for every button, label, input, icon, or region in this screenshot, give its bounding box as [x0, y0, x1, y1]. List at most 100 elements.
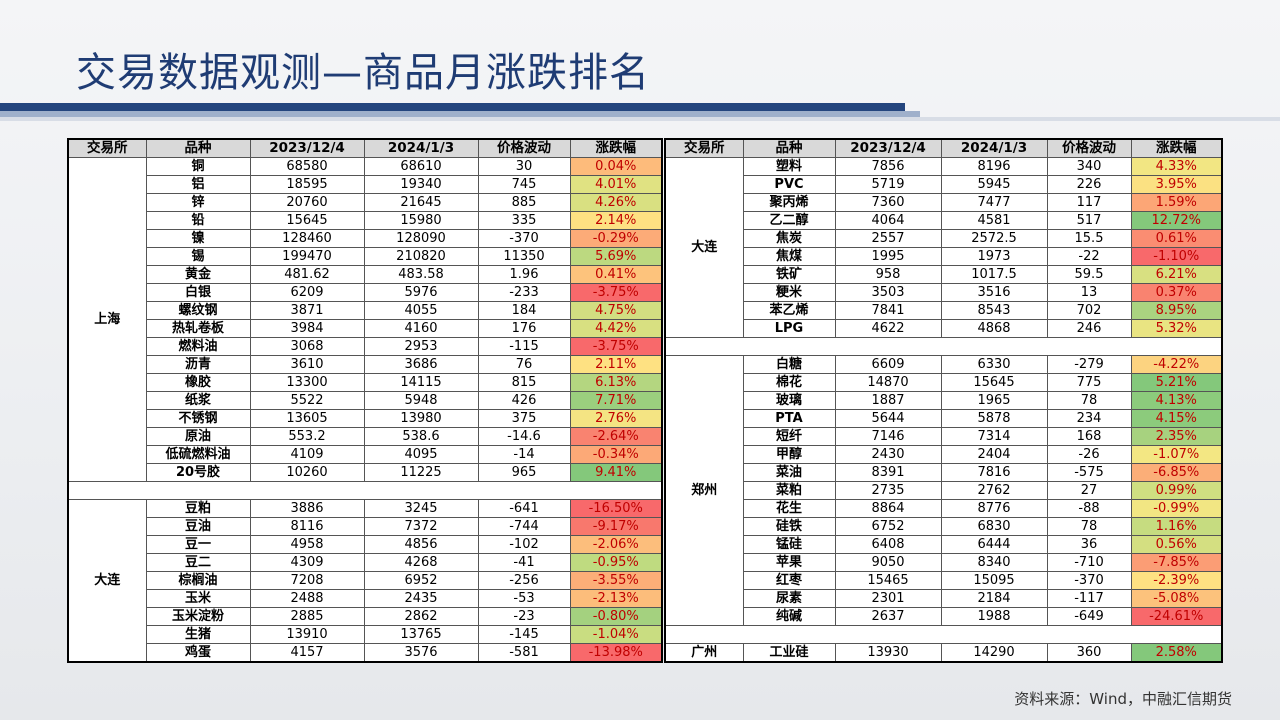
table-row: 硅铁 6752 6830 78 1.16% — [665, 517, 1223, 536]
price-change: -649 — [1046, 607, 1132, 626]
pct-change-cell: 2.35% — [1130, 427, 1223, 446]
price-start: 4309 — [249, 553, 365, 572]
price-start: 6408 — [834, 535, 942, 554]
commodity-name: LPG — [742, 319, 836, 338]
price-end: 6444 — [940, 535, 1048, 554]
commodity-name: 螺纹钢 — [145, 301, 251, 320]
table-row: 聚丙烯 7360 7477 117 1.59% — [665, 193, 1223, 212]
commodity-name: 豆粕 — [145, 499, 251, 518]
pct-change-cell: 0.41% — [569, 265, 663, 284]
commodity-name: 棉花 — [742, 373, 836, 392]
commodity-name: 橡胶 — [145, 373, 251, 392]
price-change: 11350 — [477, 247, 571, 266]
commodity-name: 豆油 — [145, 517, 251, 536]
table-row: 大连 豆粕 3886 3245 -641 -16.50% — [67, 499, 663, 663]
price-start: 13910 — [249, 625, 365, 644]
price-change: -279 — [1046, 355, 1132, 374]
commodity-name: 棕榈油 — [145, 571, 251, 590]
price-start: 4157 — [249, 643, 365, 663]
price-end: 5976 — [363, 283, 479, 302]
price-end: 11225 — [363, 463, 479, 482]
table-row: 玻璃 1887 1965 78 4.13% — [665, 391, 1223, 410]
price-change: -641 — [477, 499, 571, 518]
commodity-name: 镍 — [145, 229, 251, 248]
price-end: 14115 — [363, 373, 479, 392]
price-end: 3516 — [940, 283, 1048, 302]
table-row: PVC 5719 5945 226 3.95% — [665, 175, 1223, 194]
commodity-name: PVC — [742, 175, 836, 194]
price-start: 6609 — [834, 355, 942, 374]
pct-change-cell: 3.95% — [1130, 175, 1223, 194]
section-gap-row — [67, 481, 663, 500]
pct-change-cell: 4.33% — [1130, 157, 1223, 176]
price-end: 6330 — [940, 355, 1048, 374]
price-start: 10260 — [249, 463, 365, 482]
price-start: 2885 — [249, 607, 365, 626]
price-change: 27 — [1046, 481, 1132, 500]
commodity-name: 乙二醇 — [742, 211, 836, 230]
price-start: 199470 — [249, 247, 365, 266]
pct-change-cell: -4.22% — [1130, 355, 1223, 374]
pct-change-cell: 2.58% — [1130, 643, 1223, 663]
price-change: 426 — [477, 391, 571, 410]
table-row: 铝 18595 19340 745 4.01% — [68, 175, 663, 194]
commodity-name: 工业硅 — [742, 643, 836, 663]
pct-change-cell: -7.85% — [1130, 553, 1223, 572]
pct-change-cell: 2.11% — [569, 355, 663, 374]
header-band-secondary — [0, 111, 920, 117]
table-row: 红枣 15465 15095 -370 -2.39% — [665, 571, 1223, 590]
price-end: 538.6 — [363, 427, 479, 446]
price-start: 15465 — [834, 571, 942, 590]
table-row: 尿素 2301 2184 -117 -5.08% — [665, 589, 1223, 608]
price-start: 2557 — [834, 229, 942, 248]
price-end: 7477 — [940, 193, 1048, 212]
gap-cell — [664, 337, 1223, 356]
price-change: -14 — [477, 445, 571, 464]
table-row: 棕榈油 7208 6952 -256 -3.55% — [68, 571, 663, 590]
price-start: 2301 — [834, 589, 942, 608]
price-change: 775 — [1046, 373, 1132, 392]
table-row: 生猪 13910 13765 -145 -1.04% — [68, 625, 663, 644]
price-end: 21645 — [363, 193, 479, 212]
commodity-name: 硅铁 — [742, 517, 836, 536]
commodity-name: 聚丙烯 — [742, 193, 836, 212]
commodity-name: 锡 — [145, 247, 251, 266]
pct-change-cell: -3.55% — [569, 571, 663, 590]
commodity-name: 铁矿 — [742, 265, 836, 284]
price-end: 8543 — [940, 301, 1048, 320]
price-change: 246 — [1046, 319, 1132, 338]
commodity-name: 燃料油 — [145, 337, 251, 356]
price-change: -102 — [477, 535, 571, 554]
column-header: 品种 — [145, 138, 251, 158]
table-row: 白银 6209 5976 -233 -3.75% — [68, 283, 663, 302]
price-end: 19340 — [363, 175, 479, 194]
price-start: 3068 — [249, 337, 365, 356]
price-change: -710 — [1046, 553, 1132, 572]
pct-change-cell: 5.32% — [1130, 319, 1223, 338]
price-start: 2488 — [249, 589, 365, 608]
commodity-name: 菜油 — [742, 463, 836, 482]
pct-change-cell: 8.95% — [1130, 301, 1223, 320]
price-start: 128460 — [249, 229, 365, 248]
table-row: 花生 8864 8776 -88 -0.99% — [665, 499, 1223, 518]
right-commodity-table: 交易所 品种 2023/12/4 2024/1/3 价格波动 涨跌幅 大连 塑料 7856 81… — [664, 138, 1223, 663]
pct-change-cell: 1.59% — [1130, 193, 1223, 212]
commodity-name: 甲醇 — [742, 445, 836, 464]
pct-change-cell: -9.17% — [569, 517, 663, 536]
price-change: 168 — [1046, 427, 1132, 446]
column-header: 交易所 — [664, 138, 744, 158]
price-change: -14.6 — [477, 427, 571, 446]
price-end: 1988 — [940, 607, 1048, 626]
price-start: 4622 — [834, 319, 942, 338]
price-end: 8196 — [940, 157, 1048, 176]
price-end: 5948 — [363, 391, 479, 410]
price-change: -370 — [477, 229, 571, 248]
table-row: 鸡蛋 4157 3576 -581 -13.98% — [68, 643, 663, 663]
price-change: -575 — [1046, 463, 1132, 482]
commodity-name: 白糖 — [742, 355, 836, 374]
pct-change-cell: -1.10% — [1130, 247, 1223, 266]
table-row: 20号胶 10260 11225 965 9.41% — [68, 463, 663, 482]
commodity-name: 锌 — [145, 193, 251, 212]
pct-change-cell: 2.14% — [569, 211, 663, 230]
commodity-name: 沥青 — [145, 355, 251, 374]
